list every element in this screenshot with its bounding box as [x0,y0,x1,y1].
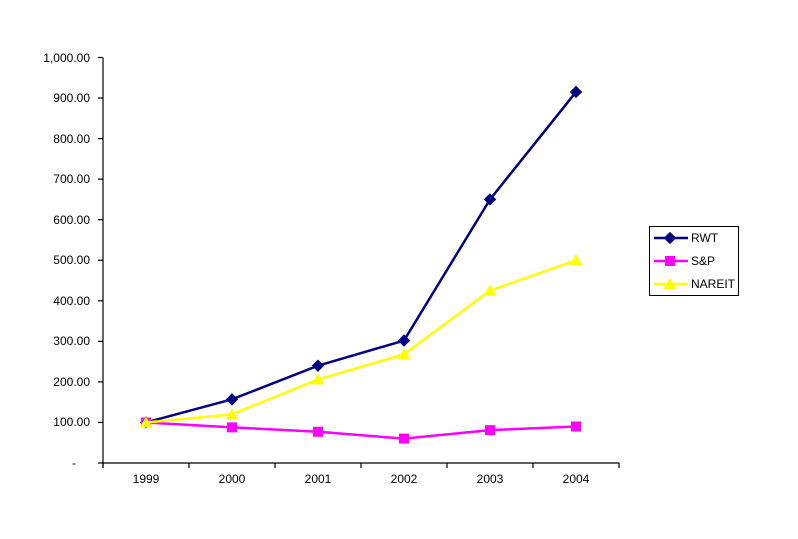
y-axis-tick-label: 600.00 [53,212,90,227]
y-axis-tick-label: 900.00 [53,91,90,106]
marker-s-p-2001 [313,426,323,437]
y-axis-tick-label: 200.00 [53,374,90,389]
y-axis-tick-label: 800.00 [53,131,90,146]
marker-nareit-2002 [397,348,411,360]
legend-label-rwt: RWT [691,231,719,246]
y-axis-tick-label: 700.00 [53,172,90,187]
series-line-s-p [145,421,577,440]
legend: RWT S&P NAREIT [649,226,739,296]
marker-nareit-2003 [483,284,497,296]
legend-entry-sp: S&P [650,250,738,273]
legend-sample-marker [663,277,677,289]
marker-nareit-2004 [569,254,583,266]
marker-rwt-2004 [569,85,583,99]
marker-nareit-2000 [225,408,239,420]
marker-nareit-2001 [311,373,325,385]
series-line-rwt [145,91,577,424]
marker-s-p-2002 [399,433,409,444]
x-axis-tick-label: 2003 [476,472,504,486]
x-axis-tick-label: 2001 [304,472,332,486]
marker-nareit-1999 [139,416,153,428]
sp-square-marker-icon [654,256,688,266]
series-line-nareit [145,259,577,424]
marker-rwt-2000 [225,393,239,406]
y-axis-tick-label: 1,000.00 [43,50,90,65]
marker-rwt-2002 [397,334,411,347]
marker-s-p-2004 [571,421,581,432]
nareit-triangle-marker-icon [654,277,688,289]
y-axis-tick-label: 100.00 [53,415,90,430]
marker-s-p-2003 [485,425,495,436]
x-axis-tick-label: 1999 [132,472,160,486]
marker-rwt-2001 [311,359,325,372]
x-axis-tick-label: 2004 [562,472,590,486]
x-axis-tick-label: 2002 [390,472,418,486]
y-axis-tick-label: 400.00 [53,293,90,308]
y-axis-tick-label: 300.00 [53,334,90,349]
legend-entry-rwt: RWT [650,227,738,250]
y-axis-tick-label: - [72,456,76,470]
rwt-diamond-marker-icon [654,232,688,245]
x-axis-tick-label: 2000 [218,472,246,486]
legend-label-sp: S&P [691,254,716,268]
marker-rwt-2003 [483,193,497,206]
y-axis-tick-label: 500.00 [53,253,90,268]
legend-sample-marker [665,256,675,266]
legend-label-nareit: NAREIT [691,276,736,291]
legend-sample-marker [663,232,677,245]
marker-s-p-2000 [227,422,237,433]
legend-entry-nareit: NAREIT [650,272,738,295]
